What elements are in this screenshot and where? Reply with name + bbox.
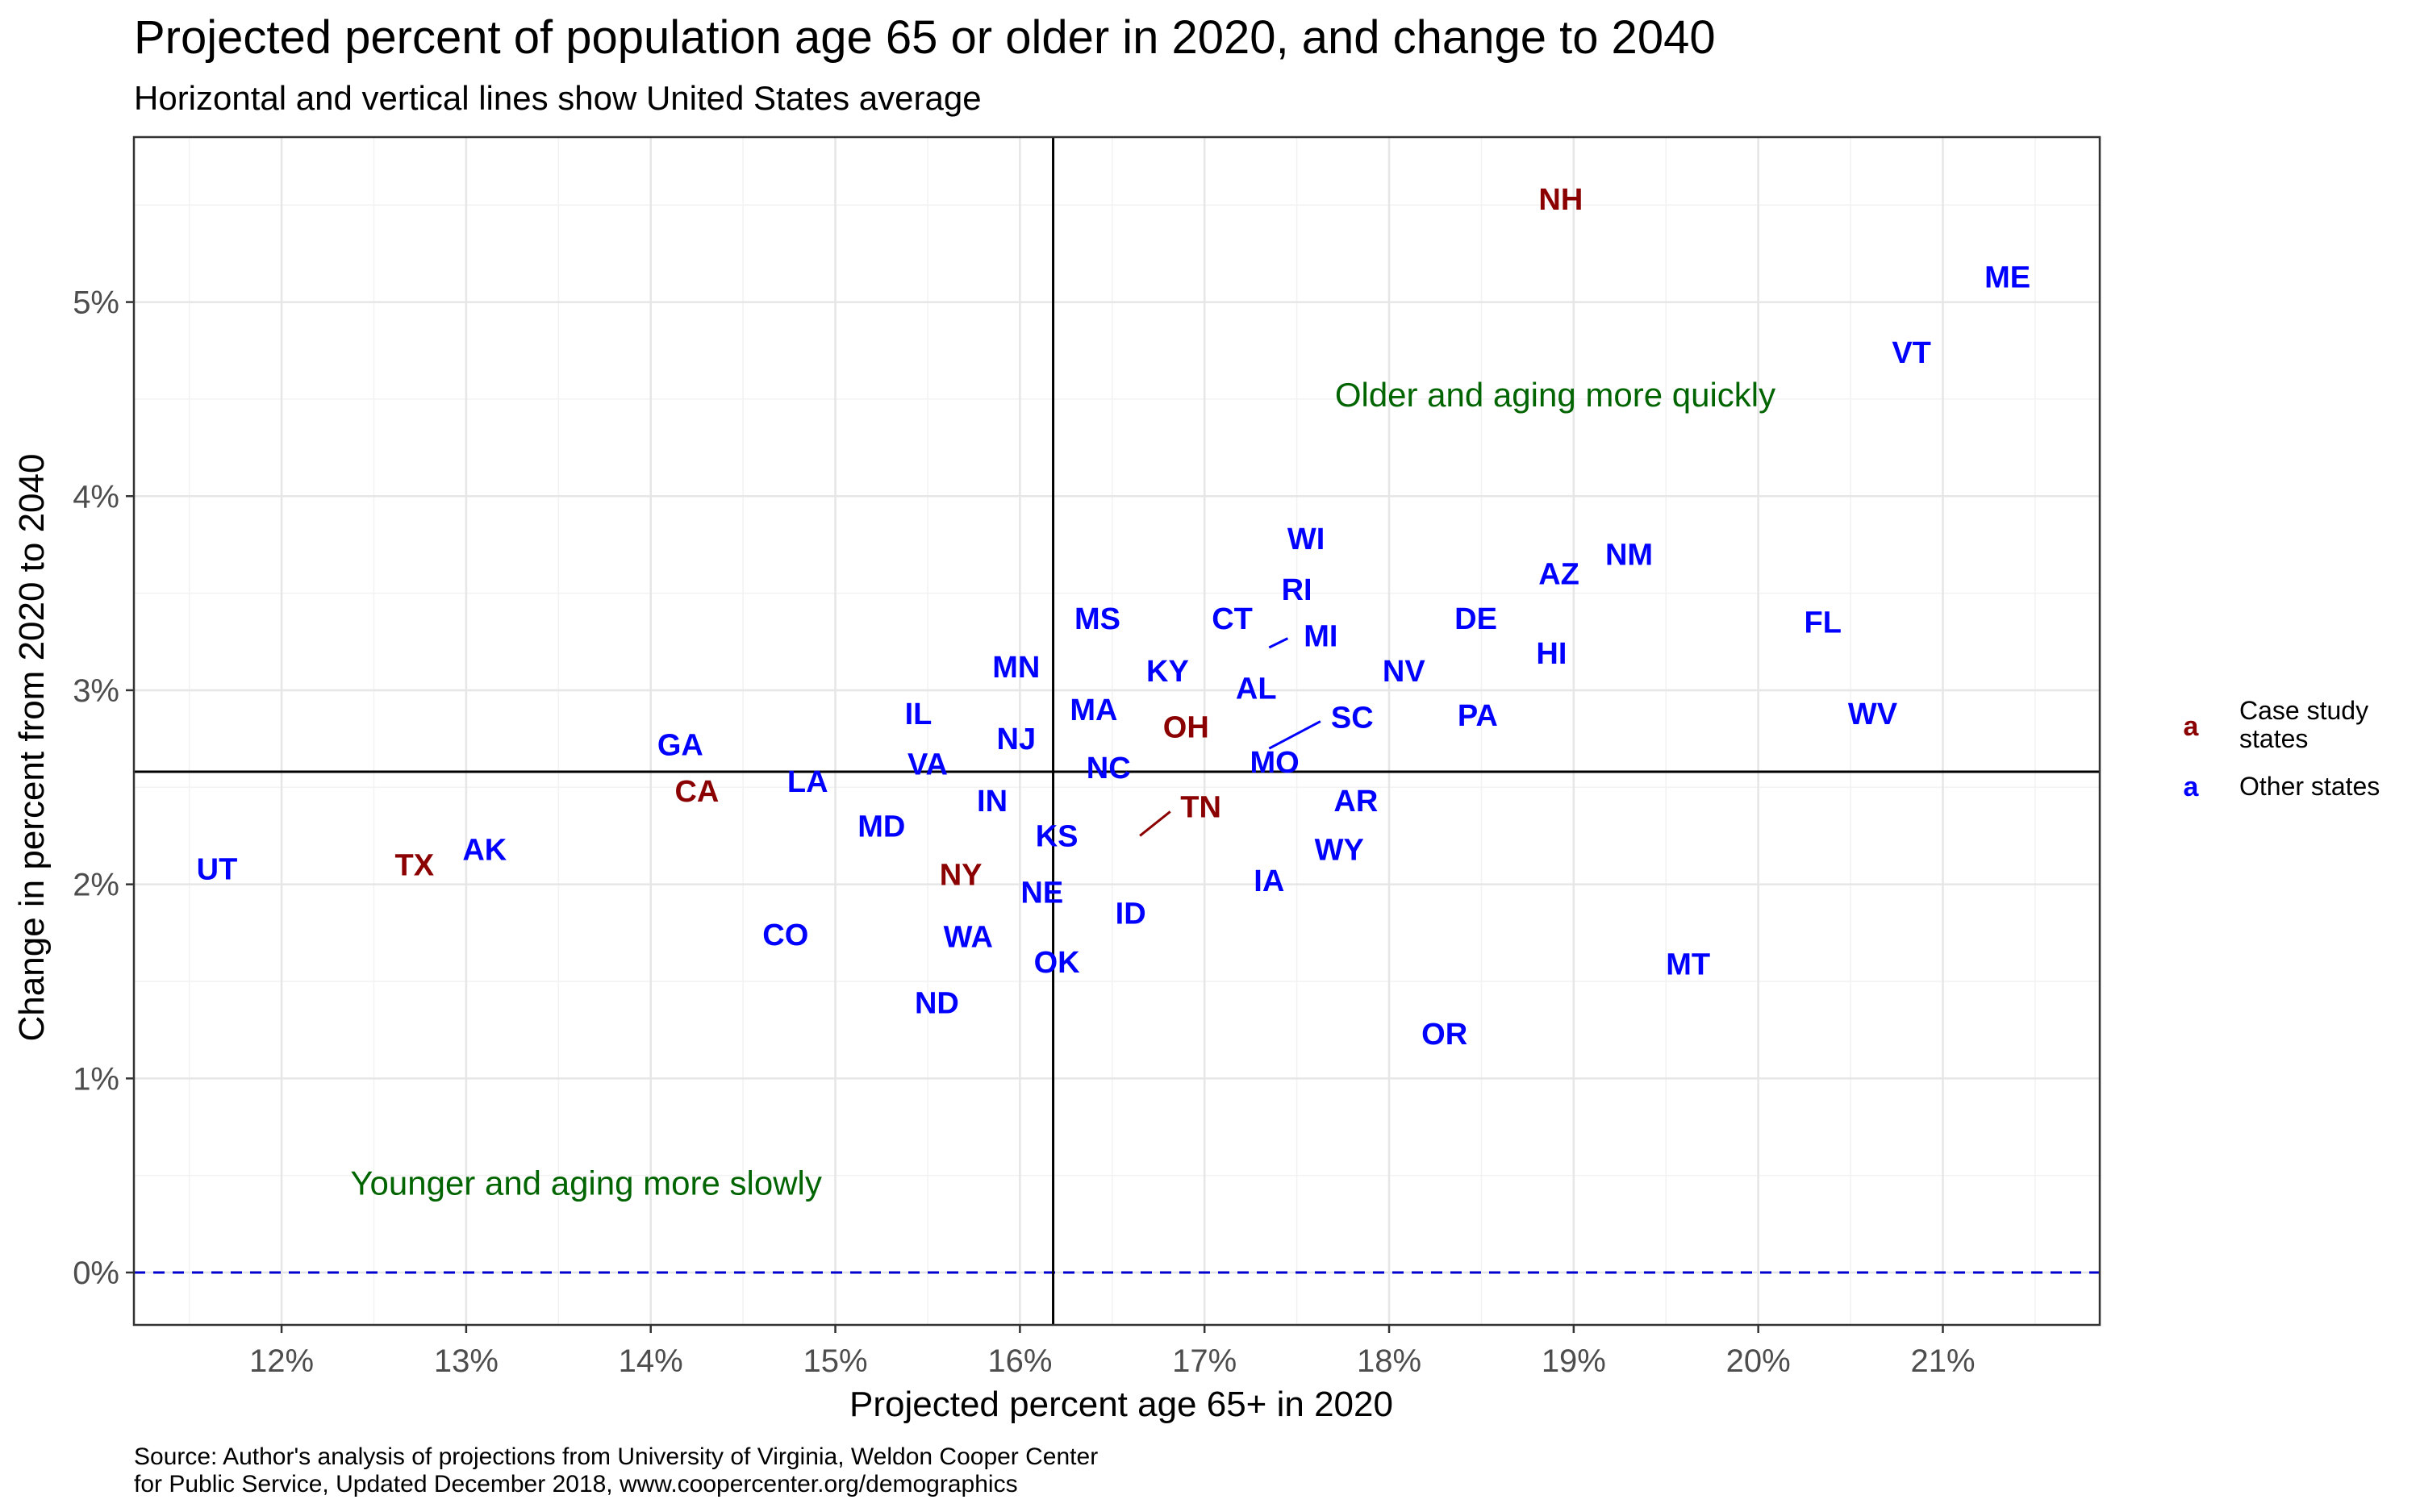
quadrant-annotation: Older and aging more quickly [1335, 376, 1775, 414]
quadrant-labels: Older and aging more quickly Younger and … [350, 376, 1775, 1202]
x-axis: 12% 13% 14% 15% 16% 17% 18% 19% 20% 21% [249, 1325, 1976, 1379]
plot-border [132, 135, 2101, 1327]
legend-key: a [2184, 772, 2200, 802]
state-label-al: AL [1236, 673, 1277, 706]
state-label-ia: IA [1254, 864, 1284, 898]
state-label-pa: PA [1458, 699, 1498, 733]
state-label-va: VA [908, 748, 948, 781]
x-tick-label: 20% [1726, 1343, 1791, 1379]
state-label-ny: NY [940, 859, 983, 893]
state-label-wv: WV [1848, 698, 1898, 731]
state-label-ak: AK [462, 833, 507, 867]
state-label-tn: TN [1180, 790, 1221, 824]
y-tick-label: 2% [73, 868, 119, 903]
legend-label: Case study [2239, 696, 2368, 725]
state-label-wy: WY [1315, 833, 1364, 867]
state-label-me: ME [1984, 260, 2030, 294]
state-label-ri: RI [1282, 573, 1312, 607]
state-label-wa: WA [944, 921, 993, 955]
state-label-in: IN [977, 785, 1008, 818]
state-label-ky: KY [1146, 655, 1189, 689]
state-label-or: OR [1421, 1018, 1467, 1052]
state-label-co: CO [762, 918, 808, 952]
reference-lines [134, 137, 2100, 1325]
legend-key: a [2184, 711, 2200, 742]
leader-line [1268, 720, 1321, 750]
y-tick-label: 5% [73, 285, 119, 321]
x-tick-label: 21% [1910, 1343, 1975, 1379]
state-label-id: ID [1116, 898, 1146, 931]
state-label-ct: CT [1212, 602, 1253, 636]
x-tick-label: 16% [987, 1343, 1052, 1379]
state-label-sc: SC [1331, 702, 1374, 735]
state-label-mi: MI [1304, 620, 1337, 654]
state-label-nm: NM [1605, 538, 1653, 572]
state-label-wi: WI [1287, 523, 1325, 556]
leader-line [1139, 810, 1171, 837]
caption-line-1: Source: Author's analysis of projections… [134, 1443, 1098, 1470]
state-label-ar: AR [1333, 785, 1378, 818]
state-label-hi: HI [1536, 637, 1567, 671]
y-axis: 0% 1% 2% 3% 4% 5% [73, 285, 134, 1291]
y-tick-label: 1% [73, 1061, 119, 1097]
state-label-az: AZ [1538, 558, 1579, 592]
y-tick-label: 3% [73, 673, 119, 709]
x-tick-label: 13% [434, 1343, 499, 1379]
state-label-ne: NE [1020, 876, 1063, 910]
state-label-nd: ND [915, 986, 959, 1020]
state-label-ma: MA [1070, 694, 1117, 727]
y-tick-label: 4% [73, 479, 119, 514]
state-label-ga: GA [657, 728, 703, 762]
legend-label: states [2239, 724, 2308, 753]
y-axis-title: Change in percent from 2020 to 2040 [12, 454, 52, 1042]
state-labels: NH ME VT WI NM AZ RI MS CT DE FL MI HI MN NV KY AL MA IL PA… [197, 183, 2030, 1052]
state-label-de: DE [1454, 602, 1497, 636]
plot-area: Older and aging more quickly Younger and … [132, 135, 2101, 1327]
legend-label: Other states [2239, 772, 2380, 801]
state-label-mn: MN [992, 651, 1040, 685]
chart-title: Projected percent of population age 65 o… [134, 11, 1716, 64]
x-tick-label: 18% [1357, 1343, 1421, 1379]
grid-minor [134, 137, 2100, 1325]
state-label-ut: UT [197, 852, 238, 886]
state-label-md: MD [857, 810, 905, 843]
x-tick-label: 14% [619, 1343, 683, 1379]
state-label-oh: OH [1163, 711, 1209, 745]
state-label-mo: MO [1250, 746, 1300, 780]
x-tick-label: 15% [803, 1343, 868, 1379]
state-label-tx: TX [395, 849, 435, 883]
state-label-la: LA [787, 765, 828, 799]
state-label-ks: KS [1036, 819, 1079, 853]
chart-subtitle: Horizontal and vertical lines show Unite… [134, 79, 982, 117]
grid-major [134, 137, 2100, 1325]
state-label-fl: FL [1805, 606, 1842, 640]
state-label-ms: MS [1074, 602, 1120, 636]
state-label-mt: MT [1666, 948, 1710, 981]
state-label-ca: CA [674, 775, 719, 809]
x-tick-label: 19% [1542, 1343, 1606, 1379]
state-label-ok: OK [1034, 946, 1081, 980]
leader-lines [1139, 637, 1321, 837]
y-tick-label: 0% [73, 1256, 119, 1291]
leader-line [1268, 637, 1289, 649]
caption-line-2: for Public Service, Updated December 201… [134, 1471, 1018, 1497]
state-label-nh: NH [1538, 183, 1583, 217]
plot-background [134, 137, 2100, 1325]
x-tick-label: 17% [1172, 1343, 1237, 1379]
quadrant-annotation: Younger and aging more slowly [350, 1164, 822, 1202]
state-label-nj: NJ [997, 723, 1037, 756]
state-label-nc: NC [1087, 752, 1131, 785]
x-axis-title: Projected percent age 65+ in 2020 [849, 1385, 1393, 1424]
x-tick-label: 12% [249, 1343, 314, 1379]
state-label-nv: NV [1383, 655, 1425, 689]
state-label-il: IL [905, 698, 933, 731]
state-label-vt: VT [1892, 336, 1931, 370]
